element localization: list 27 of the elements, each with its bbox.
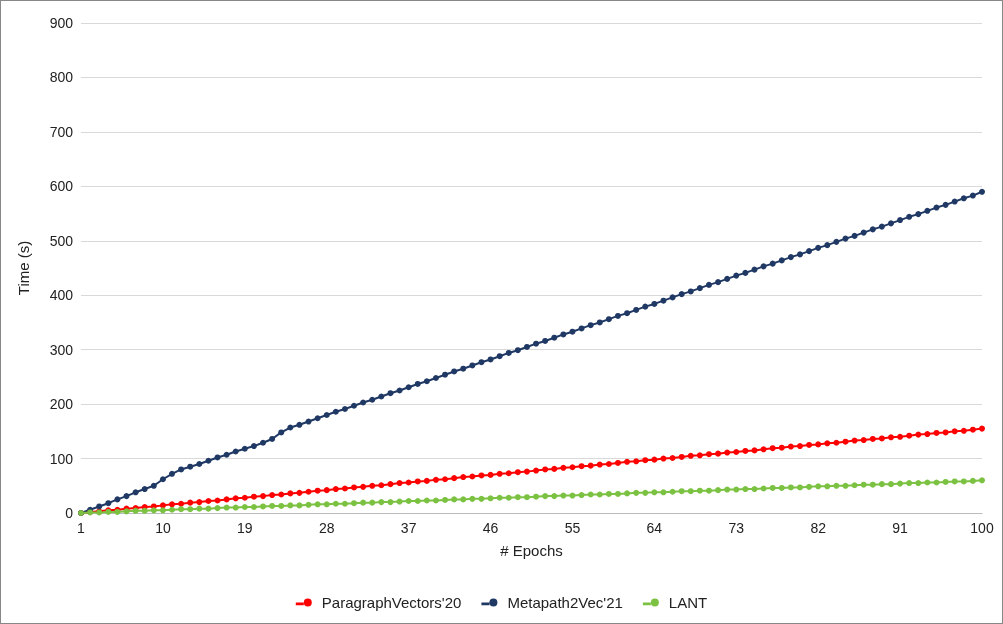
- y-tick-label: 100: [49, 450, 74, 467]
- x-tick-label: 73: [728, 520, 745, 536]
- y-axis-title: Time (s): [15, 240, 32, 296]
- legend-label: LANT: [668, 594, 708, 611]
- x-tick-label: 19: [237, 520, 253, 536]
- y-tick-label: 500: [49, 232, 74, 249]
- x-tick-label: 10: [155, 520, 171, 536]
- x-tick-label: 55: [564, 520, 581, 536]
- x-tick-label: 37: [400, 520, 417, 536]
- y-tick-label: 600: [49, 178, 74, 195]
- y-tick-label: 0: [65, 505, 74, 521]
- x-tick-label: 46: [482, 520, 499, 536]
- x-tick-label: 100: [970, 520, 994, 536]
- x-axis-title: # Epochs: [500, 542, 563, 559]
- x-tick-label: 64: [646, 520, 663, 536]
- x-tick-label: 91: [892, 520, 909, 536]
- y-tick-label: 700: [49, 123, 74, 140]
- legend-label: ParagraphVectors'20: [321, 594, 462, 611]
- legend-label: Metapath2Vec'21: [507, 594, 623, 611]
- x-tick-label: 28: [318, 520, 335, 536]
- y-tick-label: 200: [49, 396, 74, 413]
- y-tick-label: 800: [49, 69, 74, 86]
- y-tick-label: 400: [49, 287, 74, 304]
- y-tick-label: 300: [49, 341, 74, 358]
- x-tick-label: 82: [810, 520, 827, 536]
- x-tick-label: 1: [77, 520, 86, 536]
- y-tick-label: 900: [49, 15, 74, 31]
